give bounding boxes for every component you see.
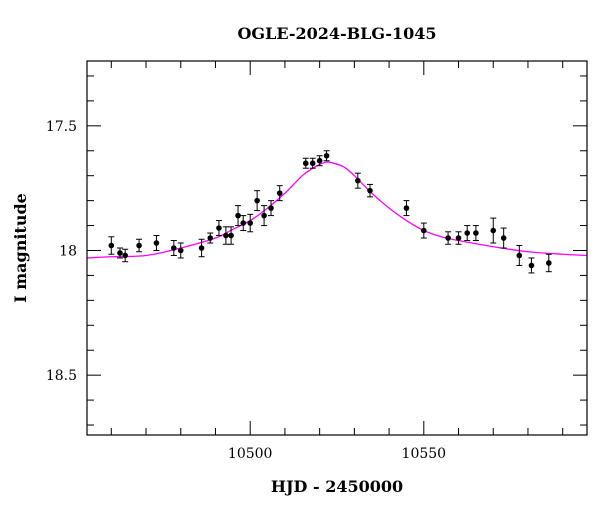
- data-marker: [473, 230, 479, 236]
- data-point: [136, 238, 143, 253]
- data-marker: [153, 240, 160, 246]
- data-point: [108, 236, 115, 255]
- data-point: [309, 157, 316, 169]
- data-point: [170, 240, 177, 256]
- data-points: [108, 150, 552, 274]
- data-point: [490, 217, 497, 244]
- data-point: [472, 225, 479, 242]
- plot-frame: [86, 60, 588, 436]
- data-marker: [355, 177, 361, 184]
- data-marker: [247, 220, 253, 226]
- data-marker: [207, 235, 214, 241]
- data-point: [366, 183, 373, 198]
- data-marker: [261, 212, 267, 219]
- data-marker: [528, 262, 535, 269]
- data-point: [240, 215, 247, 232]
- data-marker: [177, 247, 184, 254]
- y-tick-label: 18.5: [46, 368, 77, 384]
- data-marker: [136, 242, 142, 249]
- data-marker: [268, 205, 274, 211]
- data-point: [235, 205, 242, 227]
- tick-labels: 10500 10550 17.5 18 18.5: [46, 119, 446, 462]
- data-marker: [445, 235, 451, 241]
- data-point: [455, 231, 462, 245]
- data-marker: [122, 252, 128, 259]
- data-marker: [223, 232, 229, 239]
- data-marker: [235, 212, 241, 219]
- data-marker: [302, 160, 309, 167]
- data-marker: [367, 187, 373, 194]
- y-tick-label: 18: [59, 243, 77, 259]
- data-point: [122, 248, 129, 263]
- data-marker: [198, 245, 205, 251]
- data-marker: [276, 190, 283, 196]
- data-point: [116, 247, 123, 259]
- data-point: [254, 190, 261, 212]
- data-marker: [464, 230, 471, 236]
- data-marker: [490, 227, 497, 234]
- data-point: [261, 205, 268, 227]
- x-tick-label: 10500: [228, 446, 273, 462]
- data-point: [354, 172, 361, 189]
- data-point: [545, 253, 552, 273]
- data-marker: [516, 252, 523, 259]
- data-point: [222, 226, 229, 245]
- data-point: [516, 245, 523, 266]
- data-marker: [117, 250, 123, 256]
- data-point: [276, 185, 283, 202]
- data-point: [323, 150, 330, 162]
- data-point: [403, 200, 410, 217]
- data-marker: [421, 227, 427, 234]
- data-point: [464, 225, 471, 242]
- y-tick-label: 17.5: [46, 119, 77, 135]
- data-point: [198, 238, 205, 258]
- y-axis-label: I magnitude: [11, 193, 30, 303]
- model-curve: [86, 161, 588, 259]
- data-point: [528, 257, 535, 274]
- data-point: [177, 242, 184, 259]
- data-point: [316, 155, 323, 167]
- data-marker: [316, 157, 323, 164]
- axis-ticks: [87, 61, 587, 435]
- data-marker: [171, 245, 177, 251]
- data-point: [207, 232, 214, 244]
- data-marker: [323, 152, 330, 159]
- data-marker: [240, 220, 247, 226]
- data-point: [268, 200, 275, 217]
- data-point: [215, 220, 222, 237]
- data-marker: [403, 205, 410, 211]
- chart-title: OGLE-2024-BLG-1045: [237, 24, 436, 43]
- data-marker: [108, 242, 115, 249]
- data-marker: [455, 235, 462, 241]
- data-point: [228, 226, 235, 245]
- data-point: [153, 235, 160, 251]
- data-marker: [216, 225, 222, 231]
- data-marker: [254, 197, 260, 204]
- data-point: [445, 231, 452, 245]
- data-marker: [546, 260, 552, 266]
- data-point: [500, 227, 507, 249]
- data-marker: [228, 232, 234, 239]
- data-marker: [309, 160, 316, 167]
- data-point: [420, 222, 427, 239]
- data-point: [247, 213, 254, 233]
- data-point: [302, 157, 309, 169]
- x-tick-label: 10550: [402, 446, 447, 462]
- x-axis-label: HJD - 2450000: [271, 477, 403, 496]
- data-marker: [500, 235, 507, 241]
